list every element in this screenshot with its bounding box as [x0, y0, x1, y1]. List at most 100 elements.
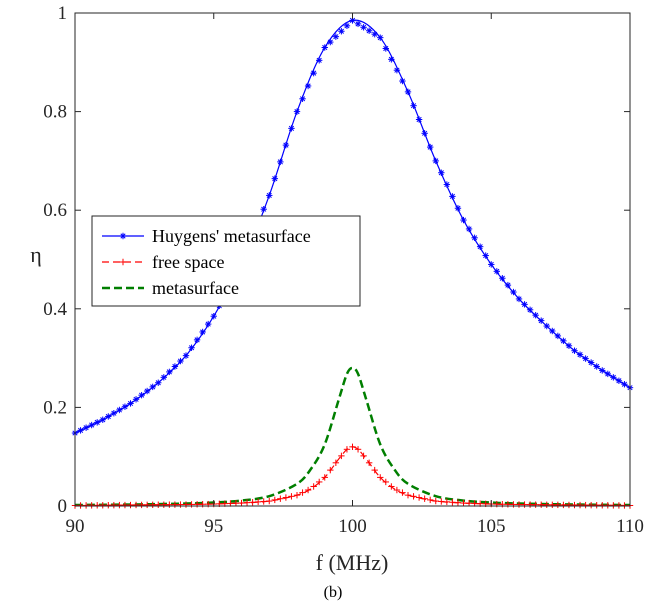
data-point-marker	[321, 474, 328, 481]
data-point-marker	[365, 27, 373, 34]
data-point-marker	[382, 45, 389, 52]
data-point-marker	[299, 489, 306, 496]
x-tick-label: 100	[338, 516, 367, 537]
data-point-marker	[582, 355, 589, 362]
data-point-marker	[321, 44, 328, 51]
data-point-marker	[166, 501, 173, 508]
data-point-marker	[521, 501, 528, 508]
data-point-marker	[182, 501, 190, 508]
data-point-marker	[565, 342, 573, 349]
data-point-marker	[88, 502, 95, 509]
legend-item: Huygens' metasurface	[102, 226, 311, 246]
data-point-marker	[621, 502, 628, 509]
data-point-marker	[593, 502, 600, 509]
x-tick-label: 110	[616, 516, 644, 537]
data-point-marker	[438, 169, 445, 176]
y-axis-label: η	[30, 242, 42, 267]
series-2	[74, 366, 631, 507]
data-point-marker	[316, 57, 323, 64]
data-point-marker	[593, 363, 600, 370]
data-point-marker	[171, 501, 179, 508]
data-point-marker	[205, 320, 212, 328]
data-point-marker	[327, 38, 334, 46]
series-0	[71, 17, 634, 437]
data-point-marker	[615, 502, 623, 509]
data-point-marker	[121, 403, 129, 410]
data-point-marker	[388, 483, 395, 490]
data-point-marker	[543, 501, 550, 508]
data-point-marker	[438, 498, 445, 505]
data-point-marker	[460, 216, 467, 224]
data-point-marker	[99, 416, 106, 423]
data-point-marker	[543, 322, 550, 330]
data-point-marker	[488, 261, 495, 268]
data-point-marker	[399, 489, 406, 496]
data-point-marker	[105, 502, 112, 509]
data-point-marker	[393, 66, 401, 74]
data-point-marker	[415, 494, 423, 501]
data-point-marker	[155, 379, 162, 386]
legend-item: free space	[102, 252, 224, 272]
data-point-marker	[121, 501, 129, 509]
legend-label: metasurface	[152, 278, 239, 298]
data-point-marker	[260, 206, 267, 213]
y-tick-label: 0.2	[43, 397, 67, 418]
data-point-marker	[576, 351, 584, 358]
data-point-marker	[182, 352, 190, 359]
data-point-marker	[388, 56, 395, 63]
data-point-marker	[549, 327, 556, 335]
data-point-marker	[460, 499, 467, 507]
tick-layer: 90 95 100 105 110 0 0.2 0.4 0.6 0.8 1	[43, 3, 644, 537]
data-point-marker	[399, 77, 406, 85]
data-point-marker	[304, 82, 312, 90]
data-point-marker	[349, 443, 356, 451]
series-layer	[71, 17, 634, 509]
data-point-marker	[338, 452, 345, 460]
x-tick-label: 95	[204, 516, 223, 537]
data-point-marker	[138, 391, 145, 399]
data-point-marker	[94, 419, 101, 426]
x-tick-label: 90	[66, 516, 85, 537]
data-point-marker	[449, 499, 456, 506]
data-point-marker	[327, 466, 334, 474]
data-point-marker	[560, 501, 567, 509]
data-point-marker	[432, 157, 439, 165]
data-point-marker	[404, 88, 412, 96]
data-point-marker	[127, 400, 134, 407]
y-tick-label: 0.6	[43, 200, 67, 221]
data-point-marker	[582, 501, 589, 509]
data-point-marker	[260, 498, 267, 505]
data-point-marker	[160, 501, 167, 508]
data-point-marker	[143, 387, 151, 395]
data-point-marker	[604, 502, 611, 509]
data-point-marker	[110, 501, 118, 509]
data-point-marker	[365, 459, 373, 467]
data-point-marker	[443, 181, 451, 188]
data-point-marker	[532, 312, 539, 319]
data-point-marker	[449, 193, 456, 200]
data-point-marker	[576, 501, 584, 509]
data-point-marker	[454, 499, 462, 506]
data-point-marker	[510, 288, 517, 296]
data-point-marker	[432, 497, 439, 505]
data-point-marker	[193, 336, 201, 344]
series-line	[74, 366, 631, 507]
y-tick-label: 0.4	[43, 299, 67, 320]
y-tick-label: 0	[58, 496, 68, 517]
data-point-marker	[465, 500, 473, 507]
data-point-marker	[177, 357, 184, 365]
data-point-marker	[410, 102, 417, 109]
data-point-marker	[282, 141, 290, 149]
data-point-marker	[277, 495, 284, 502]
figure-caption: (b)	[323, 584, 343, 601]
data-point-marker	[415, 116, 423, 123]
data-point-marker	[393, 486, 401, 494]
data-point-marker	[499, 275, 506, 282]
data-point-marker	[143, 501, 151, 509]
data-point-marker	[166, 368, 173, 376]
data-point-marker	[249, 499, 256, 506]
data-point-marker	[138, 501, 145, 509]
data-point-marker	[132, 501, 140, 509]
data-point-marker	[343, 446, 351, 453]
